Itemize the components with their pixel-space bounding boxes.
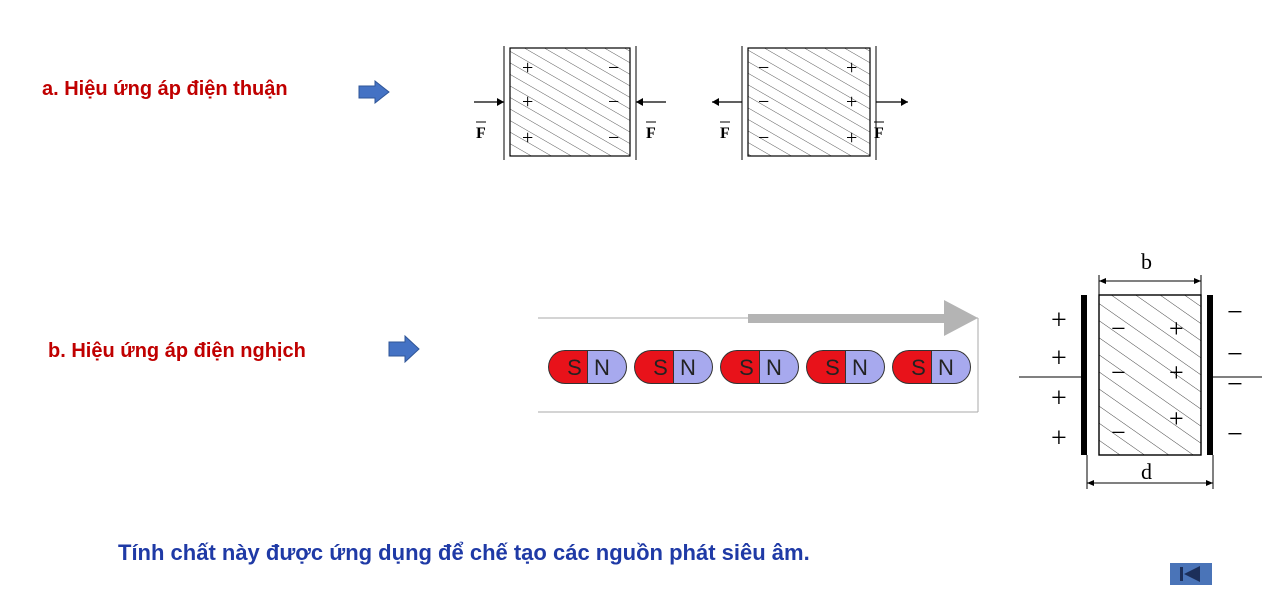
panel-frame — [538, 300, 979, 413]
plus-sign-4: + — [1051, 423, 1067, 454]
plus-sign-2: + — [1051, 343, 1067, 374]
minus-sign-4: − — [1227, 419, 1243, 450]
sign-right-a-3: − — [608, 127, 619, 149]
sign-left-b-1: − — [758, 57, 769, 79]
sign-right-a-2: − — [608, 91, 619, 113]
sign-left-a-3: + — [522, 127, 533, 149]
stretched-crystal — [712, 46, 908, 160]
sign-right-b-1: + — [846, 57, 857, 79]
sign-right-b-2: + — [846, 91, 857, 113]
compressed-crystal — [474, 46, 666, 160]
inverse-piezo-diagram: b + + + + − − − − − − − + + + d — [1019, 249, 1262, 489]
sign-right-a-1: − — [608, 57, 619, 79]
force-label-3: F — [720, 125, 730, 142]
sign-left-b-3: − — [758, 127, 769, 149]
heading-direct-piezo: a. Hiệu ứng áp điện thuận — [42, 78, 288, 100]
magnet-south-pole: S — [720, 350, 760, 384]
back-to-start-button[interactable] — [1170, 563, 1212, 585]
inner-plus-3: + — [1169, 404, 1184, 433]
magnet-1: S N — [548, 350, 627, 386]
left-electrode — [1081, 295, 1087, 455]
magnet-south-pole: S — [892, 350, 932, 384]
magnet-5: S N — [892, 350, 971, 386]
magnet-south-pole: S — [806, 350, 846, 384]
right-electrode — [1207, 295, 1213, 455]
inner-minus-3: − — [1111, 418, 1126, 447]
plus-sign-3: + — [1051, 383, 1067, 414]
width-label: b — [1141, 249, 1152, 274]
sign-right-b-3: + — [846, 127, 857, 149]
force-label-1: F — [476, 125, 486, 142]
magnet-north-pole: N — [759, 350, 799, 384]
heading-inverse-piezo: b. Hiệu ứng áp điện nghịch — [48, 340, 306, 362]
minus-sign-3: − — [1227, 369, 1243, 400]
back-to-start-icon — [1180, 566, 1200, 582]
magnet-north-pole: N — [587, 350, 627, 384]
sign-left-b-2: − — [758, 91, 769, 113]
sign-left-a-1: + — [522, 57, 533, 79]
magnet-north-pole: N — [845, 350, 885, 384]
direct-piezo-diagram: + + + − − − − − − + + + F F F F — [474, 46, 908, 160]
magnet-2: S N — [634, 350, 713, 386]
sign-left-a-2: + — [522, 91, 533, 113]
inner-plus-2: + — [1169, 358, 1184, 387]
inner-plus-1: + — [1169, 314, 1184, 343]
inner-minus-2: − — [1111, 358, 1126, 387]
plus-sign-1: + — [1051, 305, 1067, 336]
right-arrow-icon — [388, 335, 420, 363]
magnet-south-pole: S — [548, 350, 588, 384]
force-label-4: F — [874, 125, 884, 142]
right-arrow-icon — [358, 80, 390, 104]
minus-sign-2: − — [1227, 339, 1243, 370]
minus-sign-1: − — [1227, 297, 1243, 328]
magnet-north-pole: N — [931, 350, 971, 384]
force-label-2: F — [646, 125, 656, 142]
footer-statement: Tính chất này được ứng dụng để chế tạo c… — [118, 540, 810, 565]
magnet-panel: S N S N S N S N S N — [538, 296, 979, 416]
magnet-4: S N — [806, 350, 885, 386]
magnet-south-pole: S — [634, 350, 674, 384]
depth-label: d — [1141, 459, 1152, 484]
magnet-north-pole: N — [673, 350, 713, 384]
inner-minus-1: − — [1111, 314, 1126, 343]
magnet-3: S N — [720, 350, 799, 386]
